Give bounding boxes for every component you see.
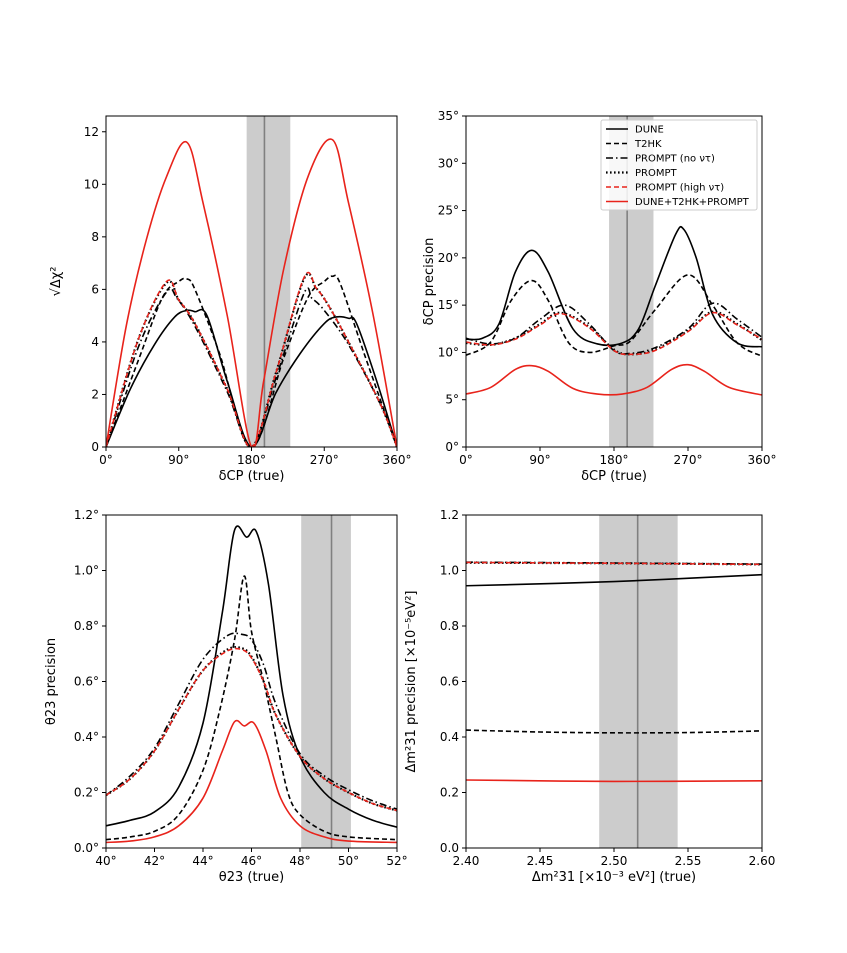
x-tick-label: 360° bbox=[383, 453, 412, 467]
series-line-prompt-high bbox=[466, 561, 762, 566]
y-axis-label: δCP precision bbox=[422, 238, 437, 326]
y-tick-label: 0.2 bbox=[440, 786, 459, 800]
shaded-band bbox=[246, 116, 291, 447]
y-tick-label: 8 bbox=[91, 230, 99, 244]
legend: DUNE T2HK PROMPT (no ντ) PROMPT PROMPT (high… bbox=[600, 119, 758, 211]
y-tick-label: 6 bbox=[91, 282, 99, 296]
y-tick-label: 0 bbox=[91, 440, 99, 454]
legend-label-dune-t2hk-prompt: DUNE+T2HK+PROMPT bbox=[635, 197, 750, 208]
series-line-t2hk bbox=[106, 575, 397, 841]
x-tick-label: 2.45 bbox=[527, 854, 554, 868]
y-tick-label: 1.0° bbox=[74, 564, 99, 578]
y-tick-label: 0.4 bbox=[440, 730, 459, 744]
series-line-prompt-high bbox=[106, 647, 397, 812]
x-tick-label: 2.55 bbox=[675, 854, 702, 868]
x-tick-label: 2.50 bbox=[601, 854, 628, 868]
series-group bbox=[106, 525, 397, 844]
x-tick-label: 50° bbox=[338, 854, 359, 868]
series-group bbox=[466, 225, 762, 396]
legend-label-prompt-high: PROMPT (high ντ) bbox=[635, 183, 724, 194]
y-tick-label: 1.2° bbox=[74, 508, 99, 522]
y-axis-label: θ23 precision bbox=[44, 638, 59, 725]
y-tick-label: 0.4° bbox=[74, 730, 99, 744]
panel-deltacp-precision: 0° 90° 180° 270° 360° 0° 5° 10° 15° 20° 25° 30° 35° δ… bbox=[422, 109, 776, 484]
y-tick-label: 10° bbox=[438, 345, 459, 359]
legend-label-dune: DUNE bbox=[635, 125, 664, 136]
series-line-dune-t2hk-prompt bbox=[106, 719, 397, 844]
y-tick-label: 10 bbox=[84, 177, 99, 191]
shaded-band bbox=[301, 515, 351, 848]
y-tick-label: 2 bbox=[91, 387, 99, 401]
legend-label-t2hk: T2HK bbox=[634, 139, 662, 150]
y-tick-label: 4 bbox=[91, 335, 99, 349]
x-tick-label: 2.40 bbox=[453, 854, 480, 868]
series-line-prompt-no bbox=[106, 632, 397, 810]
x-tick-label: 46° bbox=[241, 854, 262, 868]
series-line-dune bbox=[106, 308, 397, 447]
x-axis-label: θ23 (true) bbox=[219, 870, 284, 885]
x-tick-label: 48° bbox=[289, 854, 310, 868]
legend-frame bbox=[600, 119, 758, 211]
panel-dm31-precision: 2.40 2.45 2.50 2.55 2.60 0.0 0.2 0.4 0.6 0.8 1.0 1.… bbox=[404, 508, 775, 885]
x-axis-label: Δm²31 [×10⁻³ eV²] (true) bbox=[532, 870, 696, 885]
y-tick-label: 5° bbox=[445, 393, 459, 407]
series-line-dune-t2hk-prompt bbox=[466, 363, 762, 396]
y-tick-label: 12 bbox=[84, 125, 99, 139]
x-tick-label: 270° bbox=[310, 453, 339, 467]
y-tick-label: 0.6° bbox=[74, 675, 99, 689]
legend-label-prompt: PROMPT bbox=[635, 168, 678, 179]
x-axis-label: δCP (true) bbox=[219, 469, 285, 484]
series-line-prompt-high bbox=[466, 311, 762, 356]
panel-delta-chi2: 0° 90° 180° 270° 360° 0 2 4 6 8 10 12 δCP (true) √Δχ² bbox=[49, 115, 412, 484]
y-tick-label: 30° bbox=[438, 156, 459, 170]
series-line-dune-t2hk-prompt bbox=[106, 138, 397, 447]
series-line-t2hk bbox=[106, 274, 397, 447]
x-tick-label: 42° bbox=[144, 854, 165, 868]
y-tick-label: 0.0° bbox=[74, 841, 99, 855]
legend-label-prompt-no: PROMPT (no ντ) bbox=[635, 154, 715, 165]
series-line-dune bbox=[466, 225, 762, 348]
series-group bbox=[106, 138, 397, 447]
series-line-dune-t2hk-prompt bbox=[466, 779, 762, 783]
x-tick-label: 44° bbox=[192, 854, 213, 868]
series-line-dune bbox=[106, 525, 397, 828]
x-tick-label: 40° bbox=[95, 854, 116, 868]
series-line-t2hk bbox=[466, 274, 762, 357]
x-axis-label: δCP (true) bbox=[581, 469, 647, 484]
x-tick-label: 90° bbox=[168, 453, 189, 467]
y-tick-label: 35° bbox=[438, 109, 459, 123]
y-tick-label: 1.0 bbox=[440, 564, 459, 578]
y-tick-label: 15° bbox=[438, 298, 459, 312]
y-tick-label: 0.8 bbox=[440, 619, 459, 633]
series-line-prompt-no bbox=[106, 287, 397, 447]
x-tick-label: 90° bbox=[529, 453, 550, 467]
y-tick-label: 0.6 bbox=[440, 675, 459, 689]
x-tick-label: 0° bbox=[459, 453, 473, 467]
series-line-prompt bbox=[106, 645, 397, 812]
series-line-prompt bbox=[466, 310, 762, 356]
x-tick-label: 180° bbox=[237, 453, 266, 467]
x-tick-label: 2.60 bbox=[749, 854, 776, 868]
y-axis-label: √Δχ² bbox=[49, 267, 64, 297]
panel-theta23-precision: 40° 42° 44° 46° 48° 50° 52° 0.0° 0.2° 0.4° 0.6° 0.8… bbox=[44, 508, 408, 885]
y-tick-label: 1.2 bbox=[440, 508, 459, 522]
series-group bbox=[466, 561, 762, 783]
y-tick-label: 0.0 bbox=[440, 841, 459, 855]
series-line-dune bbox=[466, 573, 762, 587]
x-tick-label: 270° bbox=[674, 453, 703, 467]
x-tick-label: 360° bbox=[748, 453, 777, 467]
y-tick-label: 0° bbox=[445, 440, 459, 454]
axes-frame bbox=[105, 514, 398, 849]
x-tick-label: 180° bbox=[600, 453, 629, 467]
series-line-prompt-high bbox=[106, 271, 397, 447]
y-tick-label: 0.8° bbox=[74, 619, 99, 633]
x-tick-label: 52° bbox=[386, 854, 407, 868]
y-tick-label: 25° bbox=[438, 204, 459, 218]
y-tick-label: 0.2° bbox=[74, 786, 99, 800]
y-axis-label: Δm²31 precision [×10⁻⁵eV²] bbox=[404, 591, 419, 773]
y-tick-label: 20° bbox=[438, 251, 459, 265]
series-line-t2hk bbox=[466, 729, 762, 734]
x-tick-label: 0° bbox=[99, 453, 113, 467]
